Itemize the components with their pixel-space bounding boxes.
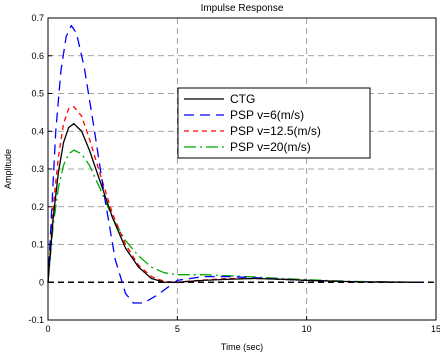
x-axis-label: Time (sec) <box>221 342 263 352</box>
series-line-1 <box>47 24 424 304</box>
x-tick-label: 5 <box>175 324 180 334</box>
y-tick-label: 0.2 <box>31 202 44 212</box>
x-tick-label: 10 <box>302 324 312 334</box>
chart-title: Impulse Response <box>201 3 284 14</box>
y-tick-label: 0.1 <box>31 240 44 250</box>
legend-box <box>177 87 371 159</box>
y-tick-label: 0.6 <box>31 51 44 61</box>
x-tick-label: 0 <box>45 324 50 334</box>
series-line-0 <box>47 123 424 283</box>
x-tick-label: 15 <box>431 324 440 334</box>
y-tick-label: 0.5 <box>31 89 44 99</box>
y-tick-label: 0.3 <box>31 164 44 174</box>
legend-label: PSP v=6(m/s) <box>230 108 304 122</box>
series-line-2 <box>47 106 424 283</box>
legend-label: CTG <box>230 92 255 106</box>
y-axis-ticks: -0.1 0 0.1 0.2 0.3 0.4 0.5 0.6 0.7 <box>28 13 52 325</box>
series-line-3 <box>47 149 424 283</box>
y-axis-label: Amplitude <box>3 149 13 189</box>
y-tick-label: 0 <box>39 277 44 287</box>
legend-label: PSP v=20(m/s) <box>230 140 311 154</box>
y-tick-label: -0.1 <box>28 315 44 325</box>
legend: CTG PSP v=6(m/s) PSP v=12.5(m/s) PSP v=20(m… <box>177 87 371 159</box>
x-axis-ticks: 0 5 10 15 <box>45 316 440 334</box>
grid-lines <box>48 18 436 320</box>
legend-label: PSP v=12.5(m/s) <box>230 124 321 138</box>
y-tick-label: 0.7 <box>31 13 44 23</box>
series-lines <box>47 24 424 304</box>
y-tick-label: 0.4 <box>31 126 44 136</box>
